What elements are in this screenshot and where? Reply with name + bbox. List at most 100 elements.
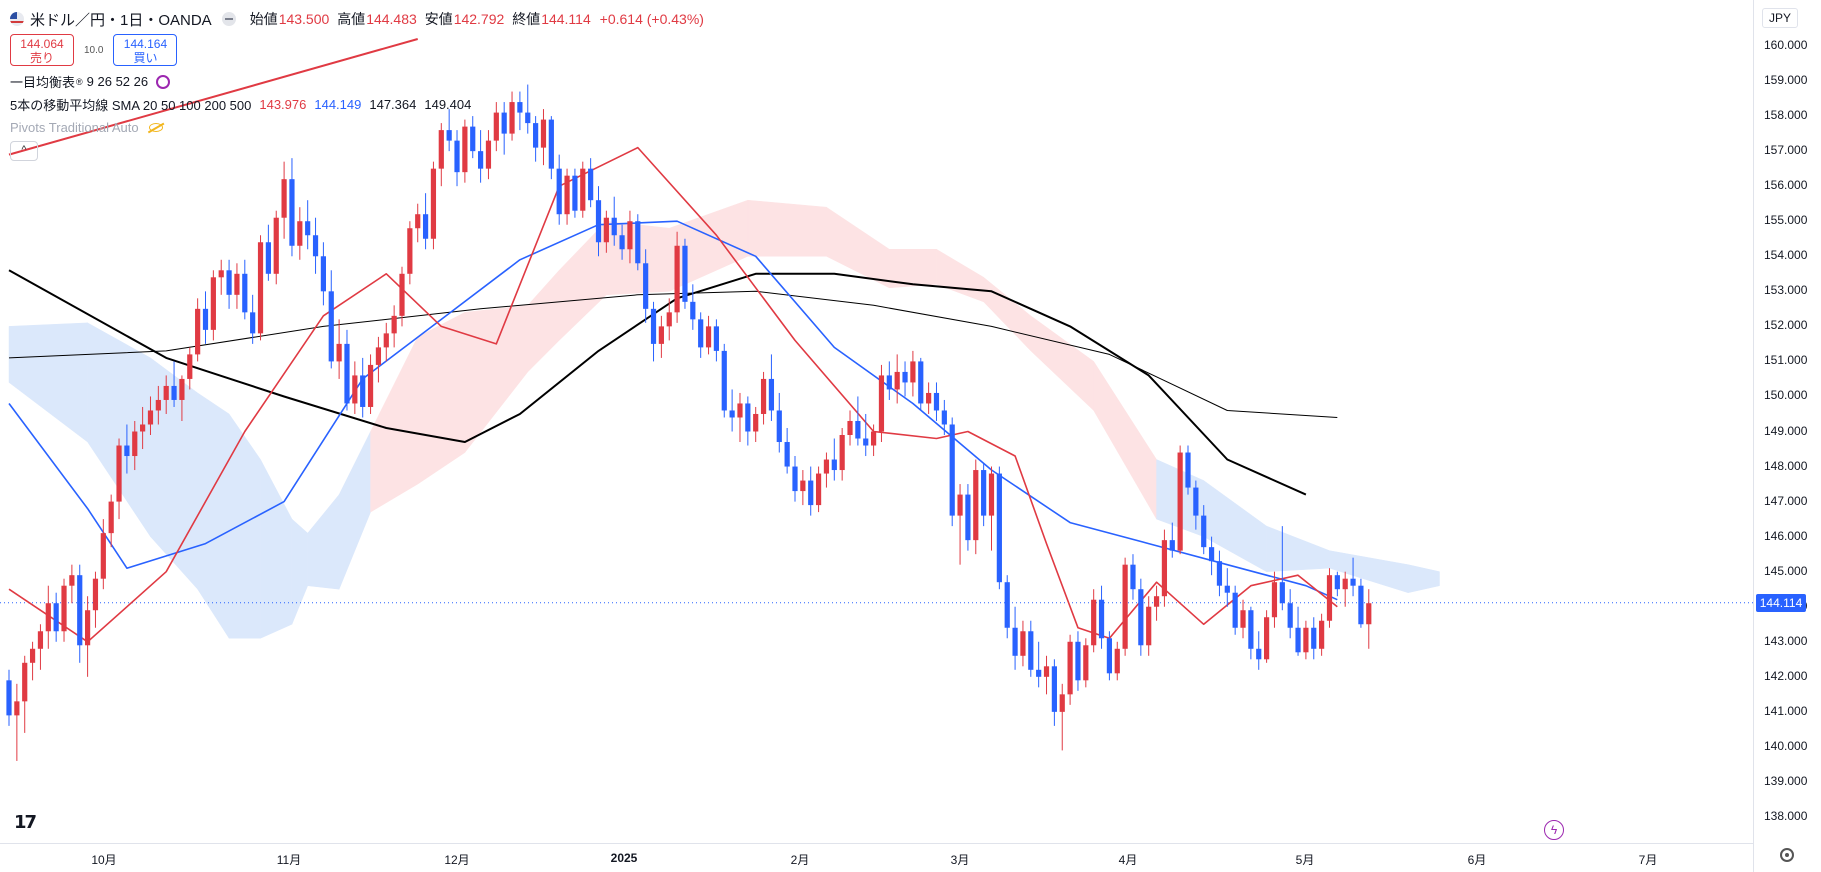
candle-body	[729, 410, 735, 418]
indicator-ichimoku[interactable]: 一目均衡表 ® 9 26 52 26	[10, 70, 704, 93]
candle-body	[690, 301, 696, 320]
candle-body	[45, 603, 51, 632]
candle-body	[69, 575, 75, 586]
candle-body	[1326, 575, 1333, 621]
sma500-value: 149.404	[424, 97, 472, 112]
candle-body	[973, 470, 979, 541]
candle-body	[1161, 540, 1168, 597]
symbol-title[interactable]: 米ドル／円・1日・OANDA	[30, 11, 212, 29]
indicator-sma[interactable]: 5本の移動平均線 SMA 20 50 100 200 500 143.976 1…	[10, 93, 704, 116]
market-status-icon[interactable]	[221, 12, 236, 26]
low-value: 142.792	[453, 11, 505, 27]
sell-label: 売り	[29, 51, 54, 65]
candle-body	[910, 361, 916, 383]
candle-body	[941, 410, 947, 425]
candle-body	[863, 438, 869, 446]
candle-body	[92, 578, 99, 611]
candle-body	[753, 413, 759, 432]
candle-body	[501, 112, 507, 134]
candle-body	[682, 245, 688, 302]
currency-label[interactable]: JPY	[1762, 8, 1799, 28]
candle-body	[792, 466, 798, 492]
candle-body	[202, 308, 209, 330]
candle-body	[1067, 641, 1073, 695]
candle-body	[1295, 627, 1301, 653]
gear-icon[interactable]	[1780, 848, 1794, 862]
candle-body	[808, 480, 814, 506]
candle-body	[878, 375, 885, 432]
high-label: 高値	[337, 11, 366, 27]
candle-body	[1012, 627, 1018, 656]
candle-body	[100, 533, 106, 579]
candle-body	[1366, 603, 1372, 625]
candle-body	[1342, 578, 1348, 590]
candle-body	[823, 459, 830, 474]
candle-body	[580, 168, 586, 211]
candle-body	[611, 217, 617, 236]
candle-body	[1169, 540, 1175, 551]
candle-body	[422, 214, 429, 239]
price-chart[interactable]	[0, 0, 1753, 843]
sell-button[interactable]: 144.064 売り	[10, 34, 74, 66]
candle-body	[533, 123, 539, 148]
candle-body	[957, 494, 963, 516]
collapse-legend-button[interactable]: ^	[10, 141, 38, 161]
candle-body	[1271, 582, 1278, 618]
tradingview-logo[interactable]: 17	[14, 812, 37, 833]
candle-body	[619, 235, 625, 250]
candle-body	[1036, 669, 1042, 677]
candle-body	[399, 273, 405, 316]
candle-body	[140, 424, 146, 432]
ichimoku-cloud-segment	[936, 248, 984, 303]
candle-body	[635, 221, 641, 264]
hidden-eye-icon[interactable]	[148, 123, 163, 132]
current-price-badge: 144.114	[1756, 593, 1806, 612]
candle-body	[556, 168, 562, 215]
buy-price: 144.164	[123, 37, 168, 51]
price-axis[interactable]: JPY 160.000 159.000 158.000 157.000 156.000 1…	[1753, 0, 1821, 872]
candle-body	[407, 228, 413, 274]
candle-body	[1248, 610, 1254, 649]
sync-icon[interactable]	[156, 74, 171, 89]
candle-body	[250, 312, 256, 334]
time-tick-label: 3月	[950, 853, 970, 867]
candle-body	[124, 445, 130, 457]
candle-body	[391, 315, 397, 334]
candle-body	[1083, 645, 1089, 681]
lightning-icon[interactable]: ϟ	[1544, 820, 1564, 840]
candle-body	[234, 273, 240, 295]
time-tick-label: 7月	[1638, 853, 1658, 867]
candle-body	[1138, 589, 1144, 646]
ichimoku-cloud-segment	[307, 493, 340, 590]
buy-button[interactable]: 144.164 買い	[113, 34, 178, 66]
candle-body	[446, 130, 452, 141]
candle-body	[195, 308, 201, 355]
price-tick-label: 154.000	[1764, 248, 1808, 263]
time-axis[interactable]: 10月 11月 12月 2025 2月 3月 4月 5月 6月 7月	[0, 843, 1753, 872]
candle-body	[22, 662, 28, 702]
candle-body	[737, 403, 743, 418]
candle-body	[768, 378, 775, 411]
time-tick-label: 2025	[610, 851, 638, 865]
indicator-pivots[interactable]: Pivots Traditional Auto	[10, 116, 704, 139]
sma200-line	[8, 269, 1307, 496]
low-label: 安値	[424, 11, 453, 27]
candle-body	[1224, 585, 1230, 593]
candle-body	[1059, 694, 1065, 712]
candle-body	[658, 326, 664, 344]
candle-body	[548, 119, 554, 169]
spread-value: 10.0	[84, 44, 104, 56]
close-value: 144.114	[541, 11, 591, 27]
candle-body	[540, 119, 547, 148]
candle-body	[1106, 638, 1112, 674]
candle-body	[933, 392, 940, 411]
time-tick-label: 12月	[444, 853, 470, 867]
candle-body	[525, 112, 531, 124]
candle-body	[674, 245, 680, 313]
price-tick-label: 146.000	[1764, 528, 1808, 543]
candle-body	[462, 126, 468, 173]
candle-body	[360, 375, 366, 407]
candle-body	[588, 168, 594, 201]
candle-body	[847, 420, 853, 436]
ichimoku-cloud-segment	[527, 269, 560, 373]
